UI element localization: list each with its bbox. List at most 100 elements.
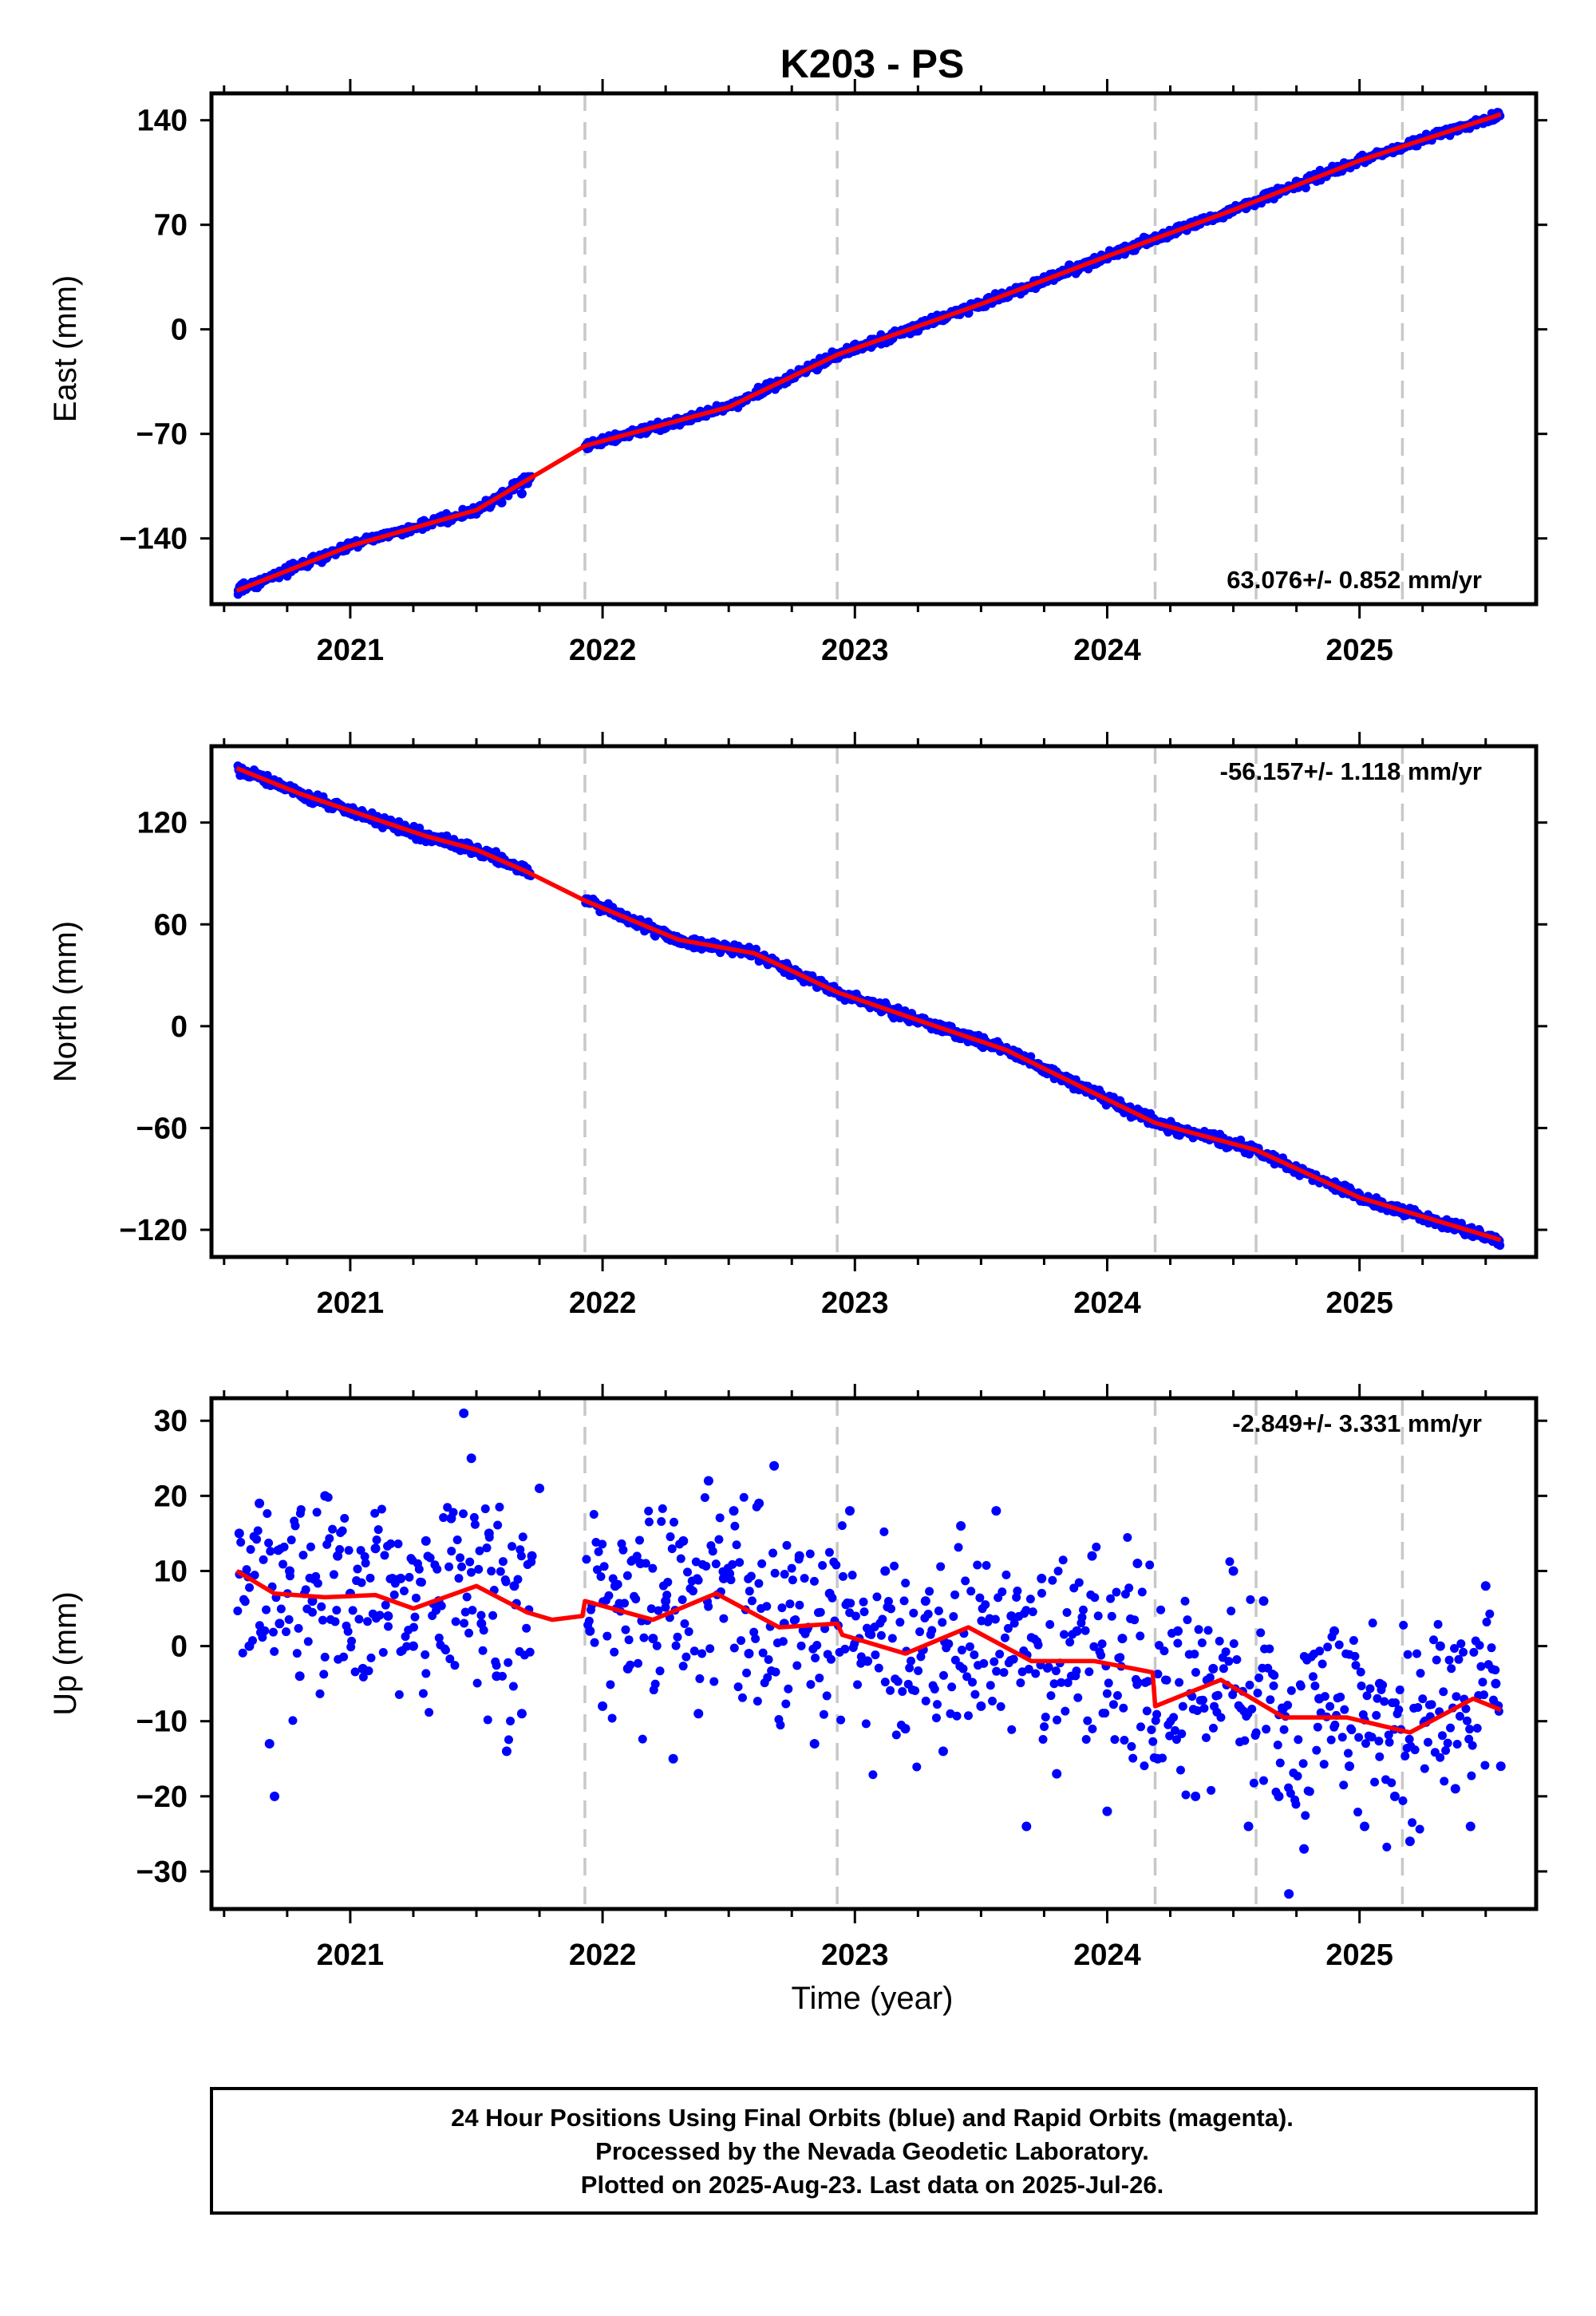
- data-point: [1340, 1705, 1349, 1714]
- data-point: [1155, 1641, 1164, 1650]
- data-point: [1301, 1811, 1310, 1820]
- data-point: [457, 1562, 467, 1571]
- data-point: [1045, 1619, 1055, 1629]
- data-point: [747, 1596, 757, 1606]
- data-point: [1362, 1691, 1372, 1701]
- data-point: [684, 1626, 693, 1636]
- data-point: [1480, 1761, 1490, 1770]
- data-point: [837, 1521, 847, 1531]
- data-point: [730, 1521, 740, 1531]
- data-point: [671, 1641, 681, 1650]
- data-point: [923, 1609, 933, 1618]
- data-point: [1370, 1777, 1380, 1787]
- data-point: [1461, 1704, 1471, 1713]
- data-point: [454, 1574, 464, 1583]
- data-point: [266, 1547, 275, 1556]
- data-point: [634, 1535, 644, 1545]
- x-tick-label: 2025: [1325, 634, 1393, 667]
- x-tick-label: 2024: [1073, 1286, 1141, 1320]
- data-point: [493, 1520, 503, 1530]
- data-point: [914, 1666, 923, 1676]
- data-point: [1408, 1818, 1417, 1828]
- data-point: [633, 1658, 642, 1668]
- data-point: [853, 1680, 863, 1690]
- data-point: [1313, 1722, 1322, 1732]
- data-point: [746, 1571, 756, 1581]
- data-point: [925, 1587, 934, 1596]
- data-point: [1175, 1678, 1184, 1687]
- data-point: [1243, 1821, 1254, 1832]
- y-tick-label: 0: [171, 1010, 188, 1044]
- data-point: [373, 1525, 383, 1535]
- data-point: [1444, 1655, 1454, 1665]
- data-point: [1452, 1692, 1461, 1701]
- data-point: [840, 1644, 850, 1654]
- data-point: [728, 1559, 737, 1569]
- data-point: [1033, 1640, 1043, 1650]
- data-point: [495, 1502, 504, 1512]
- data-point: [680, 1618, 689, 1628]
- data-point: [311, 1571, 321, 1581]
- data-point: [370, 1508, 380, 1518]
- data-point: [976, 1701, 986, 1711]
- data-point: [409, 1622, 418, 1632]
- data-point: [1152, 1709, 1162, 1719]
- footer-line-2: Processed by the Nevada Geodetic Laborat…: [595, 2137, 1149, 2165]
- data-point: [887, 1634, 897, 1643]
- data-point: [826, 1654, 836, 1664]
- data-point: [306, 1542, 315, 1551]
- data-point: [792, 1661, 802, 1670]
- data-point: [437, 1601, 446, 1611]
- data-point: [1240, 1736, 1250, 1745]
- data-point: [378, 1648, 388, 1658]
- data-point: [744, 1649, 754, 1658]
- data-point: [491, 847, 500, 856]
- data-point: [1061, 1706, 1070, 1716]
- data-point: [1269, 1681, 1278, 1690]
- data-point: [1048, 1575, 1057, 1585]
- data-point: [1349, 1635, 1358, 1645]
- data-point: [466, 1567, 476, 1577]
- data-point: [661, 1603, 670, 1612]
- y-tick-label: 20: [154, 1480, 188, 1513]
- data-point: [1270, 1670, 1279, 1680]
- data-point: [1021, 1821, 1032, 1832]
- data-point: [480, 1504, 490, 1514]
- data-point: [1124, 1583, 1134, 1593]
- data-point: [1372, 1710, 1381, 1720]
- data-point: [1090, 1593, 1100, 1603]
- data-point: [433, 1564, 442, 1574]
- data-point: [859, 1607, 869, 1617]
- data-point: [596, 1572, 606, 1582]
- data-point: [1140, 1761, 1149, 1771]
- data-point: [381, 1600, 390, 1610]
- data-point: [752, 1502, 761, 1512]
- data-point: [981, 1600, 990, 1610]
- data-point: [880, 1566, 891, 1576]
- data-point: [276, 1604, 286, 1614]
- data-point: [729, 1643, 739, 1653]
- data-point: [800, 1574, 809, 1583]
- y-tick-label: −60: [136, 1112, 188, 1145]
- data-point: [501, 1746, 512, 1757]
- data-point: [639, 1633, 649, 1642]
- data-point: [1253, 1688, 1262, 1697]
- data-point: [991, 1506, 1001, 1516]
- fit-line: [235, 1569, 1502, 1735]
- data-point: [383, 1611, 393, 1621]
- data-point: [1323, 1642, 1333, 1652]
- data-point: [1208, 1663, 1219, 1674]
- velocity-label: -2.849+/- 3.331 mm/yr: [1232, 1409, 1482, 1437]
- data-point: [796, 1641, 806, 1650]
- data-point: [1368, 1618, 1377, 1628]
- data-point: [794, 1555, 804, 1564]
- data-point: [770, 1568, 780, 1578]
- data-point: [768, 1548, 778, 1558]
- y-axis-label: North (mm): [48, 921, 83, 1082]
- data-point: [1108, 1700, 1118, 1709]
- data-point: [1437, 1731, 1447, 1741]
- data-point: [294, 1623, 303, 1633]
- data-point: [1062, 1607, 1072, 1617]
- data-point: [275, 1618, 285, 1629]
- data-point: [990, 1614, 1000, 1624]
